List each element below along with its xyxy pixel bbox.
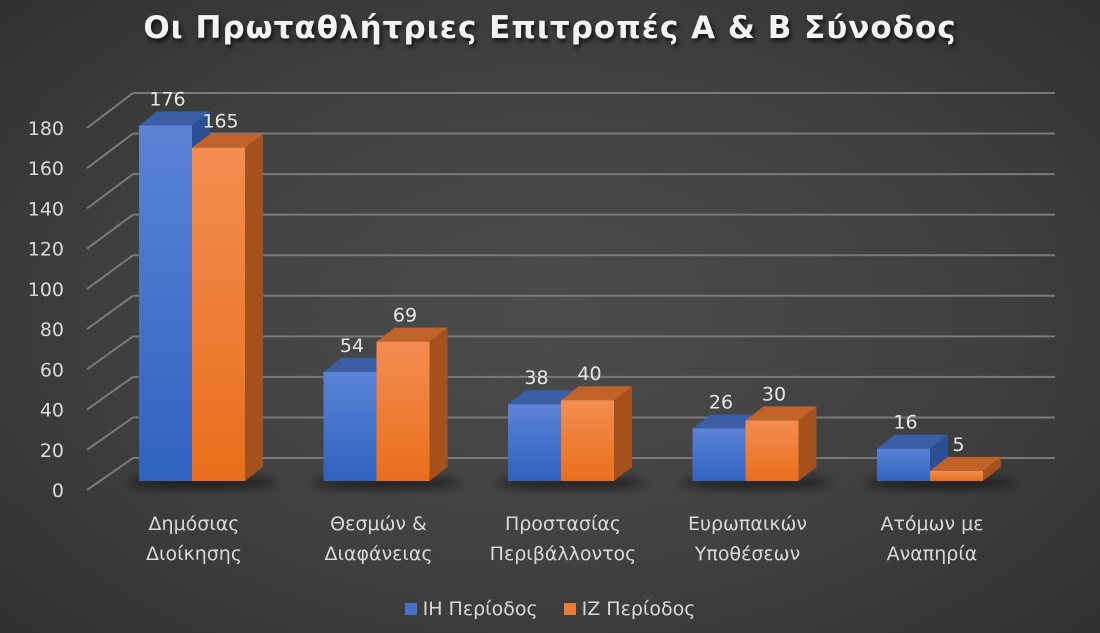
y-tick-label: 60 (40, 359, 64, 381)
x-category-label: Ατόμων με (880, 513, 983, 535)
x-category-label: Ευρωπαικών (688, 513, 807, 535)
data-label: 54 (340, 335, 364, 357)
y-tick-label: 120 (28, 239, 64, 261)
bars (127, 111, 1015, 489)
bar-iz-1[interactable] (376, 327, 448, 481)
data-label: 16 (893, 412, 917, 434)
legend-swatch-blue (404, 603, 417, 615)
data-label: 38 (524, 367, 548, 389)
x-category-label: Υποθέσεων (694, 543, 800, 565)
data-label: 40 (577, 363, 601, 385)
x-category-label: Θεσμών & (330, 513, 427, 535)
y-tick-label: 140 (28, 198, 64, 220)
x-category-label: Προστασίας (505, 513, 621, 535)
legend-swatch-orange (563, 603, 576, 615)
legend: ΙΗ Περίοδος ΙΖ Περίοδος (0, 598, 1100, 620)
y-axis-ticks: 0 20 40 60 80 100 120 140 160 180 (28, 118, 64, 502)
bar-iz-4[interactable] (930, 456, 1001, 481)
x-axis-categories: Δημόσιας Διοίκησης Θεσμών & Διαφάνειας Προστ… (146, 513, 984, 565)
data-label: 30 (762, 383, 786, 405)
y-tick-label: 40 (40, 400, 64, 422)
y-tick-label: 100 (28, 279, 64, 301)
x-category-label: Περιβάλλοντος (490, 543, 637, 565)
y-tick-label: 180 (28, 118, 64, 140)
x-category-label: Δημόσιας (149, 513, 240, 535)
x-category-label: Διοίκησης (146, 543, 242, 565)
y-tick-label: 0 (52, 480, 64, 502)
data-label: 69 (393, 305, 417, 327)
data-label: 5 (952, 434, 964, 456)
x-category-label: Διαφάνειας (325, 543, 433, 565)
bar-iz-0[interactable] (192, 133, 263, 481)
x-category-label: Αναπηρία (887, 543, 978, 565)
data-label: 165 (202, 111, 238, 133)
legend-item-ih[interactable]: ΙΗ Περίοδος (404, 598, 538, 620)
y-tick-label: 20 (40, 440, 64, 462)
legend-label: ΙΖ Περίοδος (581, 598, 696, 620)
y-tick-label: 80 (40, 319, 64, 341)
data-label: 176 (149, 88, 185, 110)
legend-label: ΙΗ Περίοδος (422, 598, 538, 620)
bar-iz-2[interactable] (561, 386, 632, 481)
chart-title: Οι Πρωταθλήτριες Επιτροπές Α & Β Σύνοδος (143, 10, 957, 46)
data-label: 26 (709, 391, 733, 413)
bar-iz-3[interactable] (745, 406, 817, 481)
legend-item-iz[interactable]: ΙΖ Περίοδος (563, 598, 696, 620)
y-tick-label: 160 (28, 158, 64, 180)
